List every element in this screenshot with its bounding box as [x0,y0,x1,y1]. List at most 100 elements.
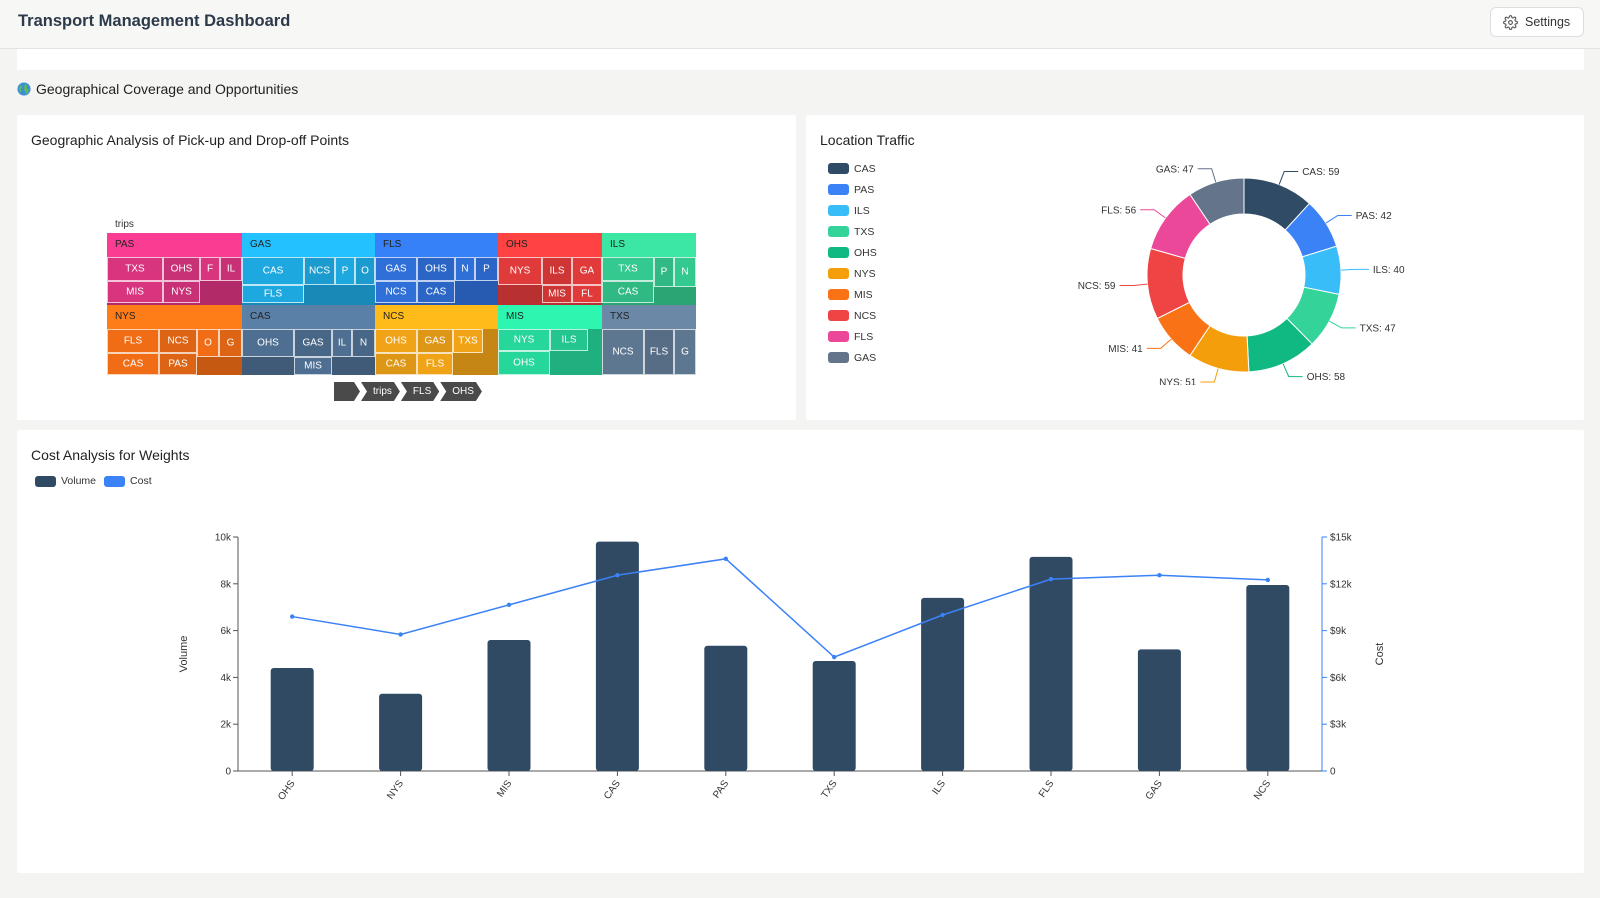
bar-pas[interactable] [704,645,748,771]
treemap-cell[interactable]: G [219,329,242,357]
treemap-cell[interactable]: MIS [294,357,332,375]
cost-point-ncs[interactable] [1265,577,1271,583]
treemap-cell[interactable]: FLS [644,329,674,375]
treemap-cell[interactable]: NCS [375,281,417,303]
treemap-cell[interactable]: OHS [417,257,455,281]
treemap-cell[interactable]: ILS [550,329,588,351]
cost-point-ils[interactable] [940,612,945,618]
treemap-cell[interactable]: FL [572,285,602,303]
treemap-cell[interactable]: F [200,257,220,281]
cost-legend-item-volume[interactable]: Volume [35,475,96,487]
treemap-cell[interactable]: N [455,257,475,281]
treemap-cell[interactable]: NYS [163,281,200,303]
legend-item-gas[interactable]: GAS [828,347,877,368]
treemap-cell[interactable]: IL [332,329,352,357]
breadcrumb-item[interactable]: FLS [401,382,439,401]
bar-gas[interactable] [1137,649,1181,771]
donut-slice-gas[interactable] [1189,177,1245,226]
donut-chart[interactable]: CAS: 59 PAS: 42 ILS: 40 TXS: 47 OHS: 58 NYS: … [1056,155,1476,385]
treemap-group-ncs[interactable]: NCS OHS GAS TXS CAS FLS [375,305,498,375]
legend-item-pas[interactable]: PAS [828,179,877,200]
bar-ils[interactable] [921,597,965,771]
cost-point-mis[interactable] [506,602,512,608]
treemap-cell[interactable]: CAS [107,353,159,375]
treemap-group-ohs[interactable]: OHS NYS ILS GA MIS FL [498,233,602,305]
legend-item-mis[interactable]: MIS [828,284,877,305]
treemap-cell[interactable]: OHS [498,351,550,375]
cost-point-pas[interactable] [723,556,728,562]
treemap-cell[interactable]: OHS [242,329,294,357]
breadcrumb-item[interactable]: OHS [440,382,482,401]
treemap-cell[interactable]: P [335,257,355,285]
treemap-cell[interactable]: NCS [304,257,335,285]
treemap-cell[interactable]: GA [572,257,602,285]
treemap-cell[interactable]: PAS [159,353,197,375]
treemap-cell[interactable]: O [355,257,375,285]
treemap-cell[interactable]: N [674,257,696,287]
bar-ncs[interactable] [1246,584,1290,771]
treemap-group-cas[interactable]: CAS OHS GAS IL N MIS [242,305,375,375]
treemap-cell[interactable]: OHS [375,329,417,353]
breadcrumb-item[interactable] [334,382,360,401]
cost-point-gas[interactable] [1157,573,1162,578]
bar-cas[interactable] [595,541,639,771]
treemap-cell[interactable]: IL [220,257,242,281]
treemap-group-gas[interactable]: GAS CAS NCS P O FLS [242,233,375,305]
treemap-cell[interactable]: ILS [542,257,572,285]
treemap-cell[interactable]: P [475,257,498,281]
legend-item-txs[interactable]: TXS [828,221,877,242]
treemap-cell[interactable]: NCS [159,329,197,353]
treemap[interactable]: PAS TXS OHS F IL MIS NYS GAS CAS NCS P O FLS FLS GAS OH… [107,233,709,377]
treemap-cell[interactable]: GAS [294,329,332,357]
treemap-cell[interactable]: NYS [498,257,542,285]
bar-fls[interactable] [1029,556,1073,771]
treemap-cell[interactable]: CAS [417,281,455,303]
treemap-cell[interactable]: FLS [242,285,304,303]
treemap-cell[interactable]: G [674,329,696,375]
bar-txs[interactable] [812,661,856,771]
treemap-cell[interactable]: MIS [107,281,163,303]
treemap-group-fls[interactable]: FLS GAS OHS N P NCS CAS [375,233,498,305]
treemap-cell[interactable]: FLS [107,329,159,353]
cost-point-ohs[interactable] [290,614,295,619]
treemap-cell[interactable]: GAS [375,257,417,281]
treemap-cell[interactable]: CAS [242,257,304,285]
treemap-cell[interactable]: CAS [375,353,417,375]
legend-item-ils[interactable]: ILS [828,200,877,221]
treemap-breadcrumb[interactable]: trips FLS OHS [334,382,483,401]
cost-chart[interactable]: 0 2k 4k 6k 8k 10k 0 $3k $6k $9k $12k $15k Volume Cost… [17,430,1584,873]
treemap-group-pas[interactable]: PAS TXS OHS F IL MIS NYS [107,233,242,305]
treemap-group-mis[interactable]: MIS NYS ILS OHS [498,305,602,375]
bar-nys[interactable] [379,693,423,771]
cost-line[interactable] [292,558,1268,658]
cost-point-nys[interactable] [398,632,403,637]
cost-point-txs[interactable] [832,654,837,660]
treemap-cell[interactable]: OHS [163,257,200,281]
treemap-group-ils[interactable]: ILS TXS P N CAS [602,233,696,305]
legend-item-ncs[interactable]: NCS [828,305,877,326]
treemap-cell[interactable]: O [197,329,219,357]
treemap-cell[interactable]: GAS [417,329,453,353]
legend-item-fls[interactable]: FLS [828,326,877,347]
treemap-cell[interactable]: TXS [453,329,483,353]
breadcrumb-item[interactable]: trips [361,382,400,401]
settings-button[interactable]: Settings [1490,7,1584,37]
treemap-cell[interactable]: N [352,329,375,357]
treemap-cell[interactable]: CAS [602,281,654,303]
treemap-cell[interactable]: TXS [602,257,654,281]
legend-item-ohs[interactable]: OHS [828,242,877,263]
cost-point-cas[interactable] [615,573,620,578]
treemap-cell[interactable]: NCS [602,329,644,375]
cost-legend-item-cost[interactable]: Cost [104,475,152,487]
bar-mis[interactable] [487,639,531,771]
treemap-cell[interactable]: P [654,257,674,287]
treemap-cell[interactable]: TXS [107,257,163,281]
cost-point-fls[interactable] [1048,576,1054,582]
treemap-cell[interactable]: MIS [542,285,572,303]
legend-item-nys[interactable]: NYS [828,263,877,284]
legend-item-cas[interactable]: CAS [828,158,877,179]
bar-ohs[interactable] [270,668,314,771]
treemap-cell[interactable]: FLS [417,353,453,375]
treemap-group-nys[interactable]: NYS FLS NCS O G CAS PAS [107,305,242,375]
treemap-cell[interactable]: NYS [498,329,550,351]
